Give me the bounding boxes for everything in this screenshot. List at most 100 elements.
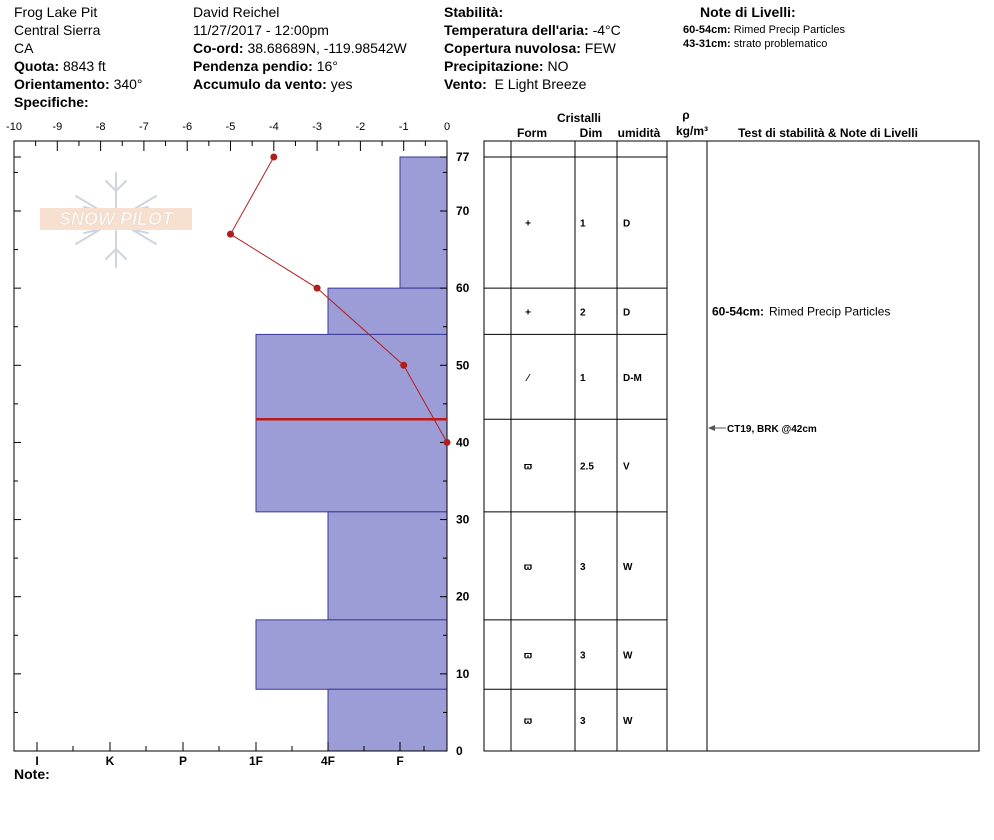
hardness-tick-label: F [396, 754, 403, 768]
observation-datetime: 11/27/2017 - 12:00pm [193, 22, 329, 38]
specifics: Specifiche: [14, 93, 143, 111]
layer-notes-list: 60-54cm: Rimed Precip Particles 43-31cm:… [683, 23, 845, 51]
layer-notes-title: Note di Livelli: [700, 3, 796, 21]
temp-tick-label: -7 [139, 121, 149, 133]
header-site-info: Frog Lake Pit Central Sierra CA Quota: 8… [14, 3, 143, 111]
observer-name: David Reichel [193, 4, 280, 20]
dim-header: Dim [580, 126, 603, 140]
crystal-size: 2 [580, 307, 586, 318]
hardness-tick-label: I [35, 754, 38, 768]
hardness-layers [255, 156, 448, 752]
arrow-head-icon [708, 425, 715, 431]
crystal-size: 2.5 [580, 462, 594, 473]
rho-header: ρ [682, 108, 689, 122]
crystal-size: 1 [580, 219, 586, 230]
temperature-point [443, 438, 451, 446]
temp-tick-label: -10 [6, 121, 22, 133]
layer-note-text: Rimed Precip Particles [769, 304, 890, 318]
elevation: Quota: 8843 ft [14, 57, 143, 75]
pit-name: Frog Lake Pit [14, 4, 98, 20]
state: CA [14, 40, 34, 56]
cloud-value: FEW [584, 40, 616, 56]
density-unit-header: kg/m³ [676, 124, 708, 138]
stability-test-annotation: CT19, BRK @42cm [708, 424, 817, 435]
aspect: Orientamento: 340° [14, 75, 143, 93]
temp-tick-label: -9 [52, 121, 62, 133]
logo-banner [40, 208, 192, 230]
layer-note-range: 60-54cm: [712, 304, 764, 318]
layer-note-text: Rimed Precip Particles [733, 24, 846, 36]
height-tick-label: 20 [456, 590, 470, 604]
crystal-form-icon: ⁄ [525, 373, 531, 384]
layer-note-range: 60-54cm: [683, 24, 731, 36]
moisture-value: W [623, 651, 633, 662]
stability: Stabilità: [444, 3, 621, 21]
height-tick-label: 70 [456, 204, 470, 218]
height-tick-label: 77 [456, 150, 470, 164]
temperature-point [270, 153, 278, 161]
crystal-size: 1 [580, 373, 586, 384]
header-weather-info: Stabilità: Temperatura dell'aria: -4°C C… [444, 3, 621, 93]
temperature-point [400, 361, 408, 369]
humidity-header: umidità [618, 126, 661, 140]
slope-label: Pendenza pendio: [193, 58, 313, 74]
layer-note-annotation: 60-54cm: Rimed Precip Particles [712, 304, 890, 318]
notes-section: Note: [14, 765, 50, 783]
height-tick-label: 60 [456, 281, 470, 295]
crystal-size: 3 [580, 651, 586, 662]
temp-tick-label: -2 [356, 121, 366, 133]
precip-value: NO [547, 58, 569, 74]
moisture-value: W [623, 562, 633, 573]
temp-tick-label: 0 [444, 121, 450, 133]
crystal-form-icon: ϖ [524, 462, 533, 473]
air-temperature: Temperatura dell'aria: -4°C [444, 21, 621, 39]
hardness-layer-bar [327, 688, 448, 752]
wind-label: Vento: [444, 76, 487, 92]
hardness-layer-bar [255, 333, 448, 420]
crystal-size: 3 [580, 562, 586, 573]
moisture-value: W [623, 716, 633, 727]
cloud-label: Copertura nuvolosa: [444, 40, 581, 56]
moisture-value: V [623, 462, 630, 473]
height-tick-label: 40 [456, 435, 470, 449]
slope-value: 16° [316, 58, 338, 74]
temperature-profile [227, 153, 451, 446]
temp-tick-label: -1 [399, 121, 409, 133]
table-rows: +1 D + 2 D ⁄ 1 D-M ϖ 2.5 Vϖ 3 Wϖ 3 Wϖ 3 W [484, 141, 708, 751]
hardness-layer-bar [255, 418, 448, 513]
crystal-form-icon: ϖ [524, 716, 533, 727]
hardness-layer-bar [327, 511, 448, 621]
hardness-layer-bar [399, 156, 448, 289]
stability-label: Stabilità: [444, 4, 504, 20]
crystals-header: Cristalli [557, 111, 601, 125]
crystal-form-icon: ϖ [524, 651, 533, 662]
aspect-value: 340° [113, 76, 143, 92]
region: Central Sierra [14, 22, 101, 38]
wind: Vento: E Light Breeze [444, 75, 621, 93]
temp-tick-label: -5 [226, 121, 236, 133]
moisture-value: D-M [623, 373, 642, 384]
moisture-value: D [623, 307, 630, 318]
hardness-tick-label: 1F [249, 754, 263, 768]
stability-test-text: CT19, BRK @42cm [727, 424, 817, 435]
crystal-form-icon: + [525, 307, 531, 318]
temp-tick-label: -8 [96, 121, 106, 133]
layer-table: Cristalli Form Dim umidità ρ kg/m³ Test … [483, 108, 980, 752]
hardness-tick-label: 4F [321, 754, 335, 768]
slope-angle: Pendenza pendio: 16° [193, 57, 407, 75]
header-observer-info: David Reichel 11/27/2017 - 12:00pm Co-or… [193, 3, 407, 93]
specifics-label: Specifiche: [14, 94, 89, 110]
notes-label: Note: [14, 766, 50, 782]
hardness-tick-label: P [179, 754, 187, 768]
wind-value: E Light Breeze [494, 76, 587, 92]
table-frame [483, 140, 980, 752]
hardness-layer-bar [327, 287, 448, 335]
temperature-axis: -10 -9 -8 -7 -6 -5 -4 -3 -2 -1 0 [6, 121, 450, 151]
crystal-form-icon: ϖ [524, 562, 533, 573]
layer-note-item: 60-54cm: Rimed Precip Particles [683, 23, 845, 37]
coord-value: 38.68689N, -119.98542W [247, 40, 407, 56]
temp-tick-label: -6 [182, 121, 192, 133]
air-temp-value: -4°C [592, 22, 621, 38]
layer-notes-title-text: Note di Livelli: [700, 4, 796, 20]
